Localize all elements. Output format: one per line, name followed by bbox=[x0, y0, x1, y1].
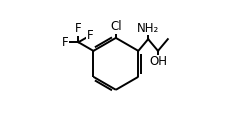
Text: F: F bbox=[75, 22, 81, 35]
Text: NH₂: NH₂ bbox=[137, 22, 159, 35]
Text: Cl: Cl bbox=[110, 20, 122, 33]
Text: F: F bbox=[86, 29, 93, 42]
Text: F: F bbox=[61, 36, 68, 49]
Text: OH: OH bbox=[148, 55, 166, 68]
